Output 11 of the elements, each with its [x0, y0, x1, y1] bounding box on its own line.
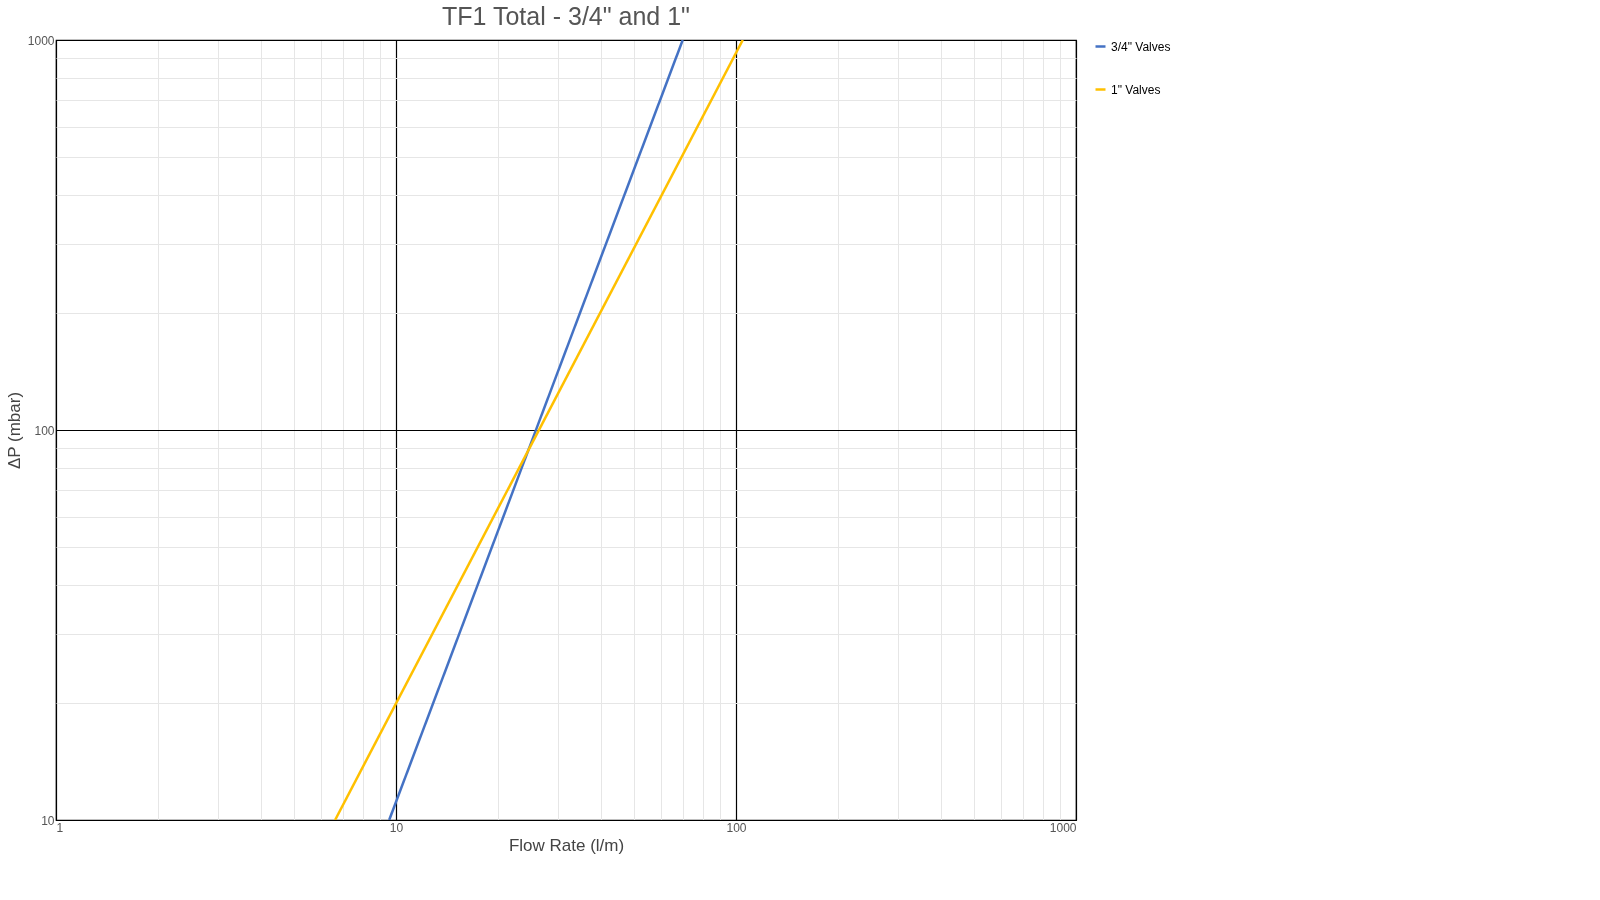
x-axis-title: Flow Rate (l/m) [508, 835, 625, 855]
x-tick-label: 100 [726, 820, 747, 835]
chart-title: TF1 Total - 3/4" and 1" [442, 2, 690, 30]
legend-label: 3/4" Valves [1111, 39, 1171, 54]
y-tick-label: 100 [34, 423, 55, 438]
x-tick-label: 1000 [1049, 820, 1077, 835]
x-tick-label: 10 [389, 820, 404, 835]
legend-label: 1" Valves [1111, 82, 1161, 97]
x-tick-label: 1 [56, 820, 64, 835]
y-tick-label: 1000 [27, 33, 55, 48]
y-axis-title: ΔP (mbar) [4, 391, 24, 470]
